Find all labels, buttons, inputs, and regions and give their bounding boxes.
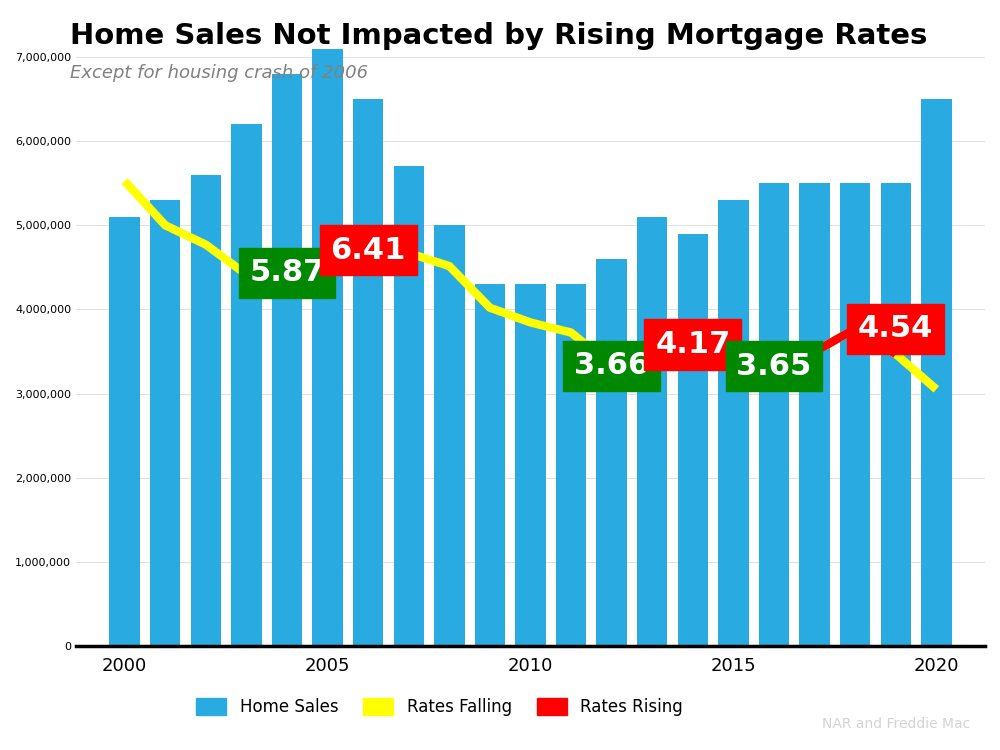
Bar (596, 259, 627, 646)
Text: 5.87: 5.87 (249, 258, 325, 287)
Bar (637, 217, 667, 646)
Bar (434, 225, 465, 646)
Bar (231, 124, 262, 646)
Bar (312, 49, 343, 646)
Text: 3.65: 3.65 (736, 352, 812, 381)
Bar (799, 183, 830, 646)
Bar (475, 284, 505, 646)
Bar (150, 200, 180, 646)
Text: NAR and Freddie Mac: NAR and Freddie Mac (822, 717, 970, 731)
Bar (515, 284, 546, 646)
Text: 4.17: 4.17 (655, 330, 730, 358)
Bar (394, 166, 424, 646)
Text: Home Sales Not Impacted by Rising Mortgage Rates: Home Sales Not Impacted by Rising Mortga… (70, 22, 927, 50)
Bar (718, 200, 749, 646)
Text: 6.41: 6.41 (330, 236, 406, 265)
Text: 3.66: 3.66 (574, 351, 649, 380)
Bar (272, 74, 302, 646)
Bar (759, 183, 789, 646)
Bar (678, 234, 708, 646)
Text: Except for housing crash of 2006: Except for housing crash of 2006 (70, 64, 368, 82)
Bar (881, 183, 911, 646)
Bar (556, 284, 586, 646)
Bar (191, 175, 221, 646)
Bar (840, 183, 870, 646)
Bar (921, 99, 952, 646)
Text: 4.54: 4.54 (858, 314, 933, 344)
Bar (353, 99, 383, 646)
Legend: Home Sales, Rates Falling, Rates Rising: Home Sales, Rates Falling, Rates Rising (190, 692, 690, 723)
Bar (109, 217, 140, 646)
